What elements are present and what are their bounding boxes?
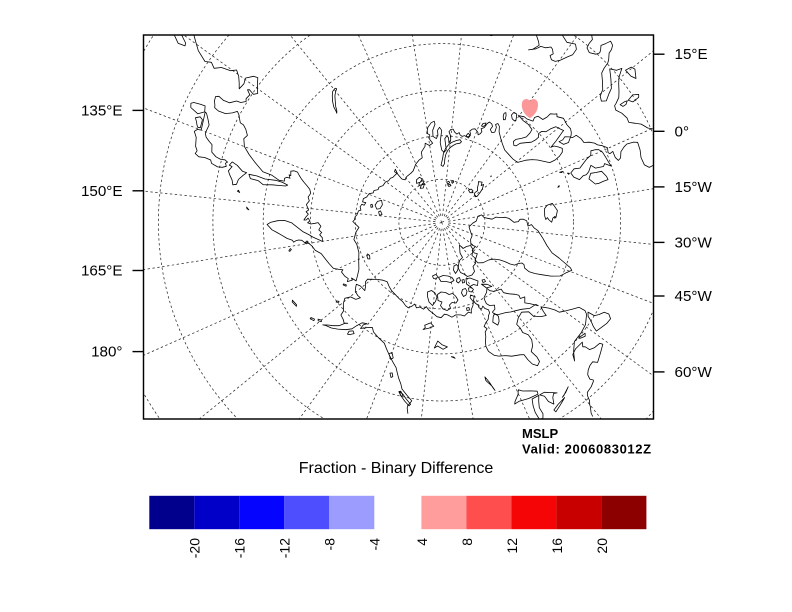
svg-text:60°W: 60°W xyxy=(675,364,713,381)
svg-text:Valid: 2006083012Z: Valid: 2006083012Z xyxy=(522,442,652,457)
svg-text:180°: 180° xyxy=(91,344,122,361)
svg-text:30°W: 30°W xyxy=(675,234,713,251)
svg-text:165°E: 165°E xyxy=(81,263,123,280)
svg-text:150°E: 150°E xyxy=(81,183,123,200)
svg-text:15°W: 15°W xyxy=(675,179,713,196)
svg-text:4: 4 xyxy=(414,538,430,546)
svg-text:-20: -20 xyxy=(187,538,203,558)
svg-text:135°E: 135°E xyxy=(81,102,123,119)
svg-text:-8: -8 xyxy=(322,538,338,551)
svg-text:Fraction - Binary Difference: Fraction - Binary Difference xyxy=(299,460,494,477)
svg-text:16: 16 xyxy=(549,538,565,554)
svg-text:15°E: 15°E xyxy=(675,46,708,63)
svg-text:MSLP: MSLP xyxy=(522,426,558,441)
svg-text:-4: -4 xyxy=(367,538,383,551)
svg-text:0°: 0° xyxy=(675,123,690,140)
svg-text:-16: -16 xyxy=(232,538,248,558)
svg-text:-12: -12 xyxy=(277,538,293,558)
svg-text:20: 20 xyxy=(594,538,610,554)
svg-text:45°W: 45°W xyxy=(675,288,713,305)
svg-text:8: 8 xyxy=(459,538,475,546)
svg-text:12: 12 xyxy=(504,538,520,554)
